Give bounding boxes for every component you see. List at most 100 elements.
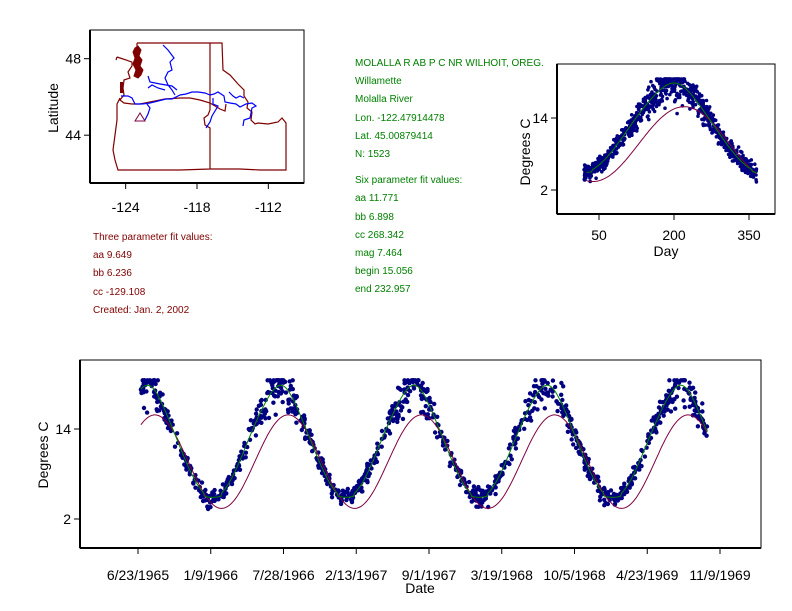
timeseries-data-point [565,409,571,415]
seasonal-data-point [685,93,689,98]
timeseries-xtick-label: 9/1/1967 [402,567,457,583]
timeseries-data-point [400,416,406,422]
six-param-title: Six parameter fit values: [355,175,463,187]
seasonal-data-point [730,141,734,146]
timeseries-data-point [668,398,673,404]
timeseries-data-point [542,378,547,383]
timeseries-data-point [374,459,380,465]
timeseries-data-point [263,407,268,412]
timeseries-data-point [561,384,566,389]
timeseries-data-point [688,397,693,402]
timeseries-data-point [419,396,424,402]
map-xtick-label: -124 [112,199,140,215]
seasonal-data-point [753,162,757,166]
seasonal-data-point [675,111,679,116]
timeseries-data-point [141,405,147,411]
timeseries-data-point [266,415,272,421]
timeseries-xtick-label: 3/19/1968 [471,567,533,583]
seasonal-data-point [693,102,698,107]
timeseries-data-point [474,487,479,492]
timeseries-data-point [404,399,409,404]
seasonal-ytick-label: 14 [532,110,548,126]
seasonal-data-point [714,135,719,139]
seasonal-data-point [627,129,631,134]
seasonal-data-point [588,176,592,180]
seasonal-data-point [707,105,712,109]
timeseries-data-point [387,431,393,436]
timeseries-data-point [273,388,278,393]
timeseries-data-point [531,384,537,389]
seasonal-data-point [754,180,759,184]
timeseries-data-point [443,447,448,452]
timeseries-data-point [527,411,532,416]
seasonal-data-point [754,173,758,177]
timeseries-data-point [681,398,686,403]
map-ylabel: Latitude [45,83,61,133]
timeseries-data-point [639,463,644,469]
seasonal-data-point [626,132,630,136]
timeseries-data-point [364,467,370,472]
seasonal-data-point [704,98,709,103]
seasonal-data-point [646,88,650,92]
timeseries-data-point [281,380,286,385]
timeseries-data-point [471,484,477,489]
seasonal-data-point [688,86,693,91]
timeseries-xtick-label: 4/23/1969 [616,567,678,583]
timeseries-data-point [676,385,681,391]
timeseries-data-point [239,449,244,454]
seasonal-data-point [635,126,639,131]
timeseries-data-point [193,485,198,490]
timeseries-xlabel: Date [405,580,435,596]
timeseries-data-point [608,488,614,493]
seasonal-data-point [743,167,748,172]
timeseries-data-point [303,435,308,440]
timeseries-data-point [695,414,700,419]
seasonal-data-point [687,100,692,104]
timeseries-data-point [542,406,547,411]
timeseries-data-point [200,498,206,504]
timeseries-data-point [310,449,315,454]
timeseries-data-point [603,490,609,495]
timeseries-data-point [569,417,574,422]
timeseries-data-point [379,428,385,434]
timeseries-data-point [286,397,291,402]
three-param-title: Three parameter fit values: [93,232,213,243]
seasonal-data-point [612,152,616,156]
timeseries-data-point [394,409,399,414]
timeseries-data-point [561,413,566,418]
seasonal-data-point [635,129,639,133]
timeseries-data-point [602,503,607,508]
seasonal-data-point [706,108,710,113]
timeseries-data-point [243,455,248,460]
seasonal-data-point [682,92,686,96]
timeseries-data-point [687,380,692,385]
timeseries-data-point [550,378,556,383]
timeseries-data-point [288,383,293,389]
seasonal-data-point [659,92,663,97]
timeseries-data-point [365,463,370,469]
seasonal-data-point [729,154,734,159]
seasonal-data-point [665,96,669,101]
seasonal-data-point [709,116,714,121]
map-xtick-label: -118 [184,199,211,215]
timeseries-data-point [271,400,276,405]
map-ytick-label: 44 [65,127,81,143]
timeseries-data-point [329,495,335,500]
timeseries-data-point [522,426,527,431]
timeseries-data-point [527,391,533,396]
seasonal-data-point [722,142,727,146]
timeseries-data-point [437,433,443,439]
three-param-cc: cc -129.108 [93,286,146,298]
timeseries-data-point [349,491,354,496]
timeseries-data-point [543,386,548,391]
timeseries-data-point [432,401,437,407]
timeseries-data-point [418,410,424,415]
seasonal-data-point [624,126,628,130]
seasonal-data-point [628,120,632,125]
station-name: MOLALLA R AB P C NR WILHOIT, OREG. [355,58,544,69]
timeseries-data-point [395,419,400,425]
seasonal-data-point [673,85,677,89]
seasonal-data-point [657,98,662,103]
timeseries-data-point [403,380,409,385]
six-param-cc: cc 268.342 [355,229,404,241]
